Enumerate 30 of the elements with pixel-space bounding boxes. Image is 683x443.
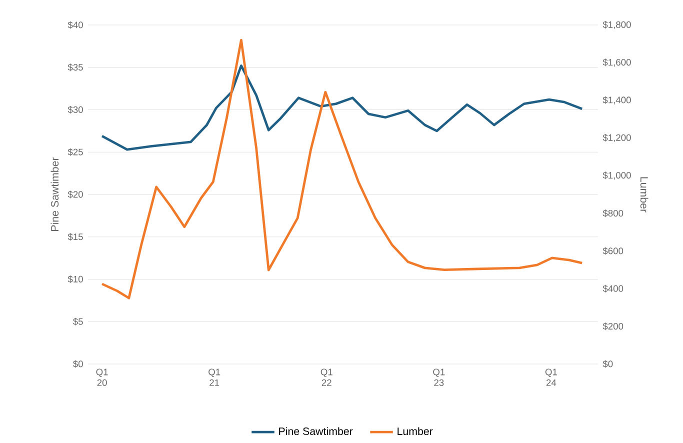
y-tick-label: $0: [73, 360, 83, 368]
y2-tick-label: $1,800: [602, 20, 631, 30]
y-tick-label: $25: [68, 148, 83, 156]
y2-tick-label: $400: [602, 284, 624, 292]
y2-tick-label: $200: [602, 322, 624, 330]
legend-label: Lumber: [398, 427, 433, 436]
line-series: [100, 38, 584, 300]
x-tick-label: Q1 22: [320, 368, 332, 386]
y2-tick-label: $1,400: [602, 96, 631, 104]
y-tick-label: $35: [68, 64, 83, 72]
y2-tick-label: $1,600: [602, 58, 631, 67]
y-tick-label: $10: [68, 275, 83, 284]
y-tick-label: $40: [68, 21, 83, 29]
y2-axis-title: Lumber: [640, 177, 648, 212]
y2-tick-label: $1,000: [602, 172, 631, 180]
y-tick-label: $5: [73, 318, 83, 326]
y-tick-label: $20: [68, 190, 83, 198]
y2-tick-label: $800: [602, 210, 624, 218]
y2-tick-label: $600: [602, 247, 624, 255]
x-tick-label: Q1 20: [96, 368, 108, 386]
x-tick-label: Q1 23: [433, 368, 445, 386]
y-axis-title: Pine Sawtimber: [50, 157, 59, 231]
y2-tick-label: $0: [602, 360, 613, 368]
y2-tick-label: $1,200: [602, 134, 631, 142]
x-tick-label: Q1 21: [208, 368, 220, 386]
line-series: [100, 64, 584, 151]
legend-label: Pine Sawtimber: [279, 427, 353, 436]
y-tick-label: $30: [68, 106, 83, 114]
x-tick-label: Q1 24: [545, 368, 557, 386]
y-tick-label: $15: [68, 233, 83, 241]
